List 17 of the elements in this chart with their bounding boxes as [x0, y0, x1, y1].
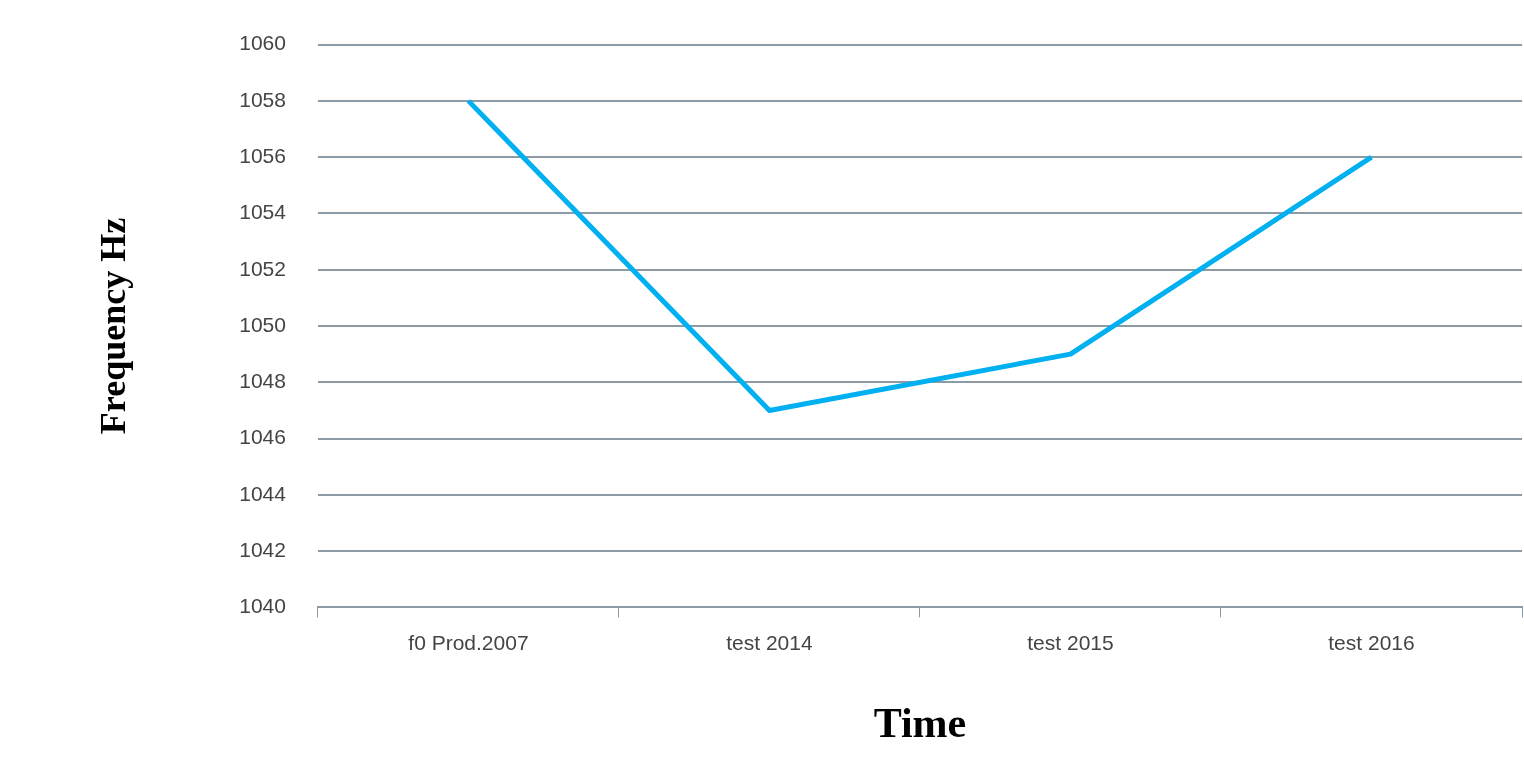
- y-tick-label: 1046: [239, 425, 286, 449]
- y-tick-label: 1054: [239, 200, 287, 224]
- y-tick-label: 1060: [239, 31, 286, 55]
- y-tick-label: 1056: [239, 143, 286, 167]
- y-tick-label: 1058: [239, 87, 286, 111]
- x-tick-label: test 2016: [1328, 630, 1415, 654]
- y-tick-label: 1042: [239, 537, 286, 561]
- x-tick-label: f0 Prod.2007: [408, 630, 529, 654]
- y-axis-title: Frequency Hz: [92, 217, 133, 435]
- x-axis-title: Time: [873, 699, 967, 746]
- y-tick-label: 1050: [239, 312, 286, 336]
- x-tick-label: test 2015: [1027, 630, 1114, 654]
- x-tick-label: test 2014: [726, 630, 813, 654]
- y-tick-label: 1052: [239, 256, 286, 280]
- y-tick-label: 1048: [239, 369, 286, 393]
- y-tick-label: 1040: [239, 594, 286, 618]
- y-tick-label: 1044: [239, 481, 287, 505]
